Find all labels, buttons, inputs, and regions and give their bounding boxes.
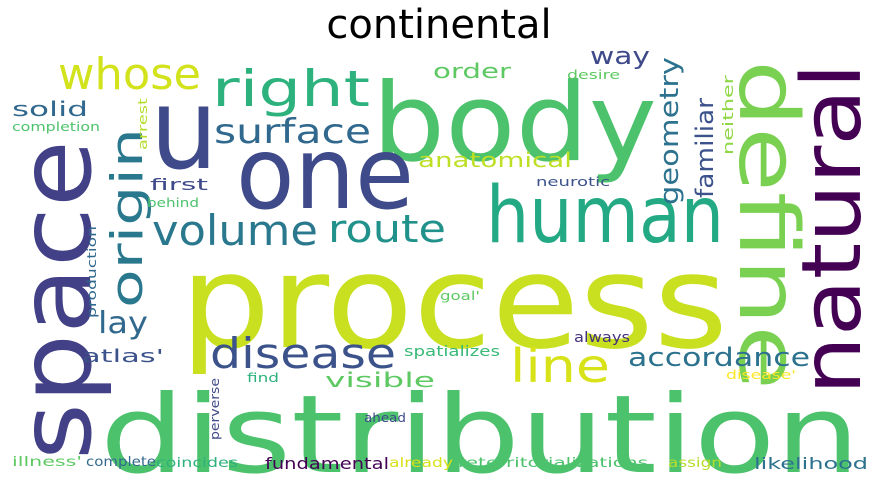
word-illness: illness' (12, 455, 82, 470)
word-natural: natural (785, 63, 878, 395)
word-lay: lay (98, 306, 148, 341)
word-coincides: coincides (156, 456, 238, 471)
word-desire: desire (567, 68, 620, 82)
word-already: already (389, 456, 453, 471)
word-process: process (180, 226, 728, 378)
word-line: line (510, 339, 610, 393)
word-whose: whose (58, 49, 201, 100)
word-atlas: atlas' (82, 346, 164, 367)
word-perverse: perverse (208, 378, 222, 440)
word-way: way (590, 42, 650, 70)
word-surface: surface (214, 112, 371, 152)
word-solid: solid (12, 97, 88, 121)
word-assign: assign (668, 456, 722, 471)
word-u: u (150, 65, 218, 195)
word-visible: visible (325, 368, 435, 392)
word-arrest: arrest (136, 98, 150, 150)
word-accordance: accordance (628, 343, 810, 373)
word-find: find (247, 371, 279, 385)
word-first: first (150, 175, 208, 194)
word-route: route (328, 207, 446, 251)
word-body: body (372, 61, 657, 186)
word-complete: complete (86, 455, 156, 470)
word-familiar: familiar (691, 98, 719, 198)
word-likelihood: likelihood (754, 454, 868, 473)
word-reterritorializations: reterritorializations (458, 456, 648, 471)
word-disease-quote: disease' (726, 368, 796, 382)
word-neither: neither (721, 75, 737, 155)
figure-title: continental (326, 2, 552, 48)
word-production: production (85, 226, 99, 318)
word-completion: completion (12, 120, 100, 134)
word-origin: origin (102, 128, 153, 308)
word-spatializes: spatializes (404, 344, 500, 360)
word-distribution: distribution (100, 373, 860, 486)
word-fundamental: fundamental (265, 454, 389, 473)
word-always: always (574, 330, 630, 346)
word-anatomical: anatomical (418, 148, 572, 172)
word-behind: behind (147, 196, 199, 210)
word-order: order (433, 59, 512, 83)
word-geometry: geometry (655, 57, 685, 205)
word-volume: volume (152, 206, 318, 255)
word-human: human (486, 171, 724, 261)
word-neurotic: neurotic (536, 175, 610, 189)
word-right: right (212, 60, 370, 118)
word-define: define (720, 60, 815, 390)
word-ahead: ahead (364, 411, 406, 425)
word-space: space (0, 140, 114, 460)
word-disease: disease (210, 329, 396, 378)
word-one: one (236, 115, 414, 232)
word-goal: goal' (440, 289, 480, 303)
